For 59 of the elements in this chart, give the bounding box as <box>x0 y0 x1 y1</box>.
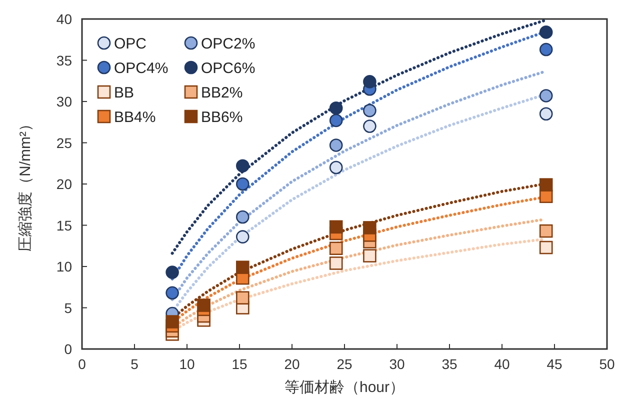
legend-label: BB <box>114 84 134 102</box>
point <box>539 89 553 102</box>
legend-label: OPC2% <box>201 36 256 52</box>
point <box>329 114 343 128</box>
point <box>236 230 250 244</box>
legend-label: OPC4% <box>114 60 168 77</box>
y-tick-label: 30 <box>56 94 72 110</box>
point <box>363 249 376 262</box>
point <box>329 242 343 255</box>
y-tick-label: 25 <box>56 134 72 151</box>
point <box>197 298 210 312</box>
point <box>539 224 553 238</box>
point <box>166 315 179 328</box>
point <box>166 286 179 300</box>
x-tick-label: 40 <box>494 356 510 372</box>
point <box>539 26 553 39</box>
x-tick-label: 15 <box>232 356 248 372</box>
point <box>329 256 343 270</box>
y-tick-label: 35 <box>56 52 72 68</box>
point <box>539 240 553 254</box>
y-tick-label: 40 <box>56 11 72 27</box>
x-tick-label: 50 <box>599 356 615 372</box>
point <box>539 107 553 121</box>
x-tick-label: 20 <box>284 356 300 372</box>
point <box>363 120 376 133</box>
point <box>329 220 343 234</box>
point <box>363 75 376 88</box>
point <box>329 101 343 115</box>
point <box>329 160 343 174</box>
y-tick-label: 5 <box>64 300 72 316</box>
x-tick-label: 25 <box>336 356 352 372</box>
x-tick-label: 5 <box>130 356 139 372</box>
x-tick-label: 45 <box>546 356 562 372</box>
y-tick-label: 15 <box>56 217 72 234</box>
y-tick-label: 10 <box>56 258 72 274</box>
y-axis-title: 圧縮強度（N/mm²） <box>17 116 34 252</box>
x-tick-label: 10 <box>179 356 195 372</box>
point <box>329 138 343 152</box>
point <box>236 210 250 224</box>
y-tick-label: 0 <box>64 341 72 357</box>
legend-label: OPC <box>114 36 147 52</box>
point <box>363 104 376 118</box>
point <box>363 221 376 234</box>
legend-label: OPC6% <box>201 60 256 77</box>
legend-label: BB6% <box>201 109 243 126</box>
point <box>236 159 250 172</box>
legend-label: BB2% <box>201 84 243 102</box>
point <box>539 42 553 56</box>
x-axis-title: 等価材齢（hour） <box>284 379 405 396</box>
point <box>539 178 553 192</box>
x-tick-label: 35 <box>442 356 458 372</box>
point <box>236 260 250 274</box>
x-tick-label: 30 <box>389 356 405 372</box>
y-tick-label: 20 <box>56 176 72 192</box>
legend-label: BB4% <box>114 109 156 126</box>
point <box>236 177 250 191</box>
x-tick-label: 0 <box>78 356 86 372</box>
point <box>236 291 250 304</box>
point <box>166 266 179 279</box>
